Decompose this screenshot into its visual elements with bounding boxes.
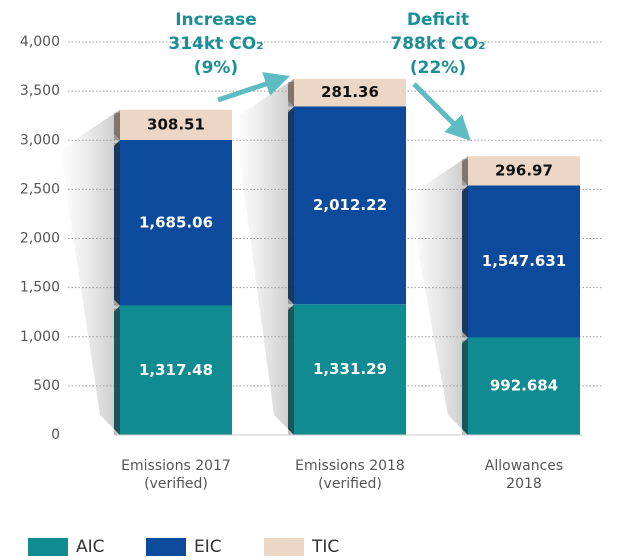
bar-side xyxy=(114,305,120,435)
y-tick-label: 4,000 xyxy=(20,34,60,50)
arrows xyxy=(217,72,471,141)
y-tick-label: 0 xyxy=(51,427,60,443)
value-label: 1,331.29 xyxy=(313,360,387,378)
bar-side xyxy=(114,109,120,141)
legend-label: AIC xyxy=(76,537,105,556)
bar-segment xyxy=(120,109,232,141)
bar-side-shade xyxy=(114,143,120,306)
value-label: 308.51 xyxy=(147,115,205,133)
bar-side-shade xyxy=(288,81,294,107)
bar-side-shade xyxy=(462,340,468,435)
arrow xyxy=(217,72,290,103)
bar-side xyxy=(462,337,468,435)
value-label: 1,547.631 xyxy=(482,252,566,270)
bar-side xyxy=(288,304,294,435)
value-label: 1,685.06 xyxy=(139,213,213,231)
x-tick-label: Allowances xyxy=(485,458,563,474)
bar-side xyxy=(462,185,468,338)
x-tick-label: (verified) xyxy=(318,476,382,492)
bar-segment xyxy=(120,305,232,435)
y-tick-label: 3,500 xyxy=(20,83,60,99)
x-tick-label: 2018 xyxy=(506,476,542,492)
annotation: (9%) xyxy=(194,58,238,78)
x-tick-label: Emissions 2017 xyxy=(121,458,231,474)
legend-label: TIC xyxy=(311,537,339,556)
annotation: 788kt CO₂ xyxy=(390,34,485,54)
y-tick-label: 1,000 xyxy=(20,329,60,345)
value-label: 2,012.22 xyxy=(313,196,387,214)
legend-swatch xyxy=(146,538,186,556)
annotation: (22%) xyxy=(410,58,466,78)
bar-segment xyxy=(468,185,580,338)
annotation: Deficit xyxy=(407,10,469,30)
bar-side xyxy=(462,156,468,186)
y-tick-label: 2,500 xyxy=(20,181,60,197)
bar-shadow xyxy=(60,109,120,436)
y-tick-label: 1,500 xyxy=(20,280,60,296)
bar-segment xyxy=(294,304,406,435)
annotation: Increase xyxy=(175,10,257,30)
arrow xyxy=(412,82,471,141)
value-label: 296.97 xyxy=(495,161,553,179)
bar-side-shade xyxy=(288,109,294,305)
bar-segment xyxy=(468,156,580,186)
bar-side-shade xyxy=(288,307,294,435)
bar-side-shade xyxy=(114,308,120,435)
bar-segment xyxy=(294,106,406,305)
y-tick-label: 2,000 xyxy=(20,231,60,247)
value-label: 992.684 xyxy=(490,377,558,395)
x-tick-label: (verified) xyxy=(144,476,208,492)
bar-shadow xyxy=(408,156,468,435)
bar-side xyxy=(114,140,120,306)
x-tick-label: Emissions 2018 xyxy=(295,458,405,474)
bar-side-shade xyxy=(114,112,120,141)
bar-segment xyxy=(468,337,580,435)
value-label: 281.36 xyxy=(321,83,379,101)
y-tick-label: 500 xyxy=(33,378,60,394)
value-label: 1,317.48 xyxy=(139,361,213,379)
legend-swatch xyxy=(28,538,68,556)
legend-label: EIC xyxy=(194,537,222,556)
bar-segment xyxy=(294,78,406,107)
bar-side xyxy=(288,106,294,305)
bar-segment xyxy=(120,140,232,306)
legend-swatch xyxy=(264,538,304,556)
y-tick-label: 3,000 xyxy=(20,132,60,148)
bar-side-shade xyxy=(462,188,468,338)
bar-shadow xyxy=(234,78,294,436)
bar-side-shade xyxy=(462,159,468,186)
annotation: 314kt CO₂ xyxy=(168,34,263,54)
